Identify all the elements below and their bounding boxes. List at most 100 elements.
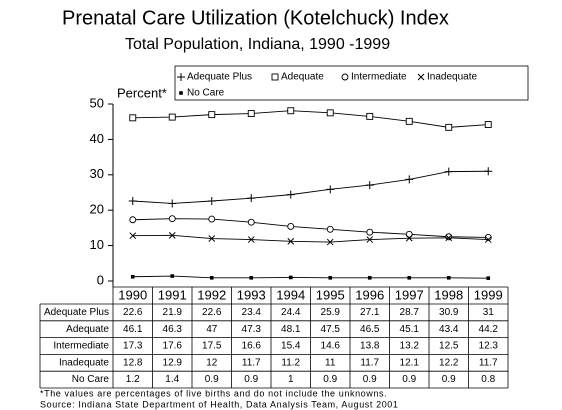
marker <box>326 109 334 117</box>
table-cell: 0.9 <box>442 374 456 385</box>
marker <box>405 175 414 184</box>
table-cell: 31 <box>483 307 495 318</box>
series-line <box>132 275 489 279</box>
x-tick-label: 1995 <box>316 287 345 302</box>
marker <box>484 236 492 243</box>
marker <box>326 185 335 194</box>
y-tick-label: 20 <box>90 202 104 217</box>
y-tick-label: 40 <box>90 131 104 146</box>
marker <box>445 233 453 241</box>
marker <box>247 218 255 226</box>
y-axis-label: Percent* <box>117 85 167 100</box>
table-cell: 11 <box>325 357 336 368</box>
x-tick-label: 1998 <box>434 287 463 302</box>
marker <box>179 91 183 95</box>
marker <box>168 215 176 223</box>
footnote: *The values are percentages of live birt… <box>40 388 387 398</box>
marker <box>407 276 412 280</box>
marker <box>129 114 137 122</box>
table-cell: 0.9 <box>244 374 258 385</box>
x-tick-label: 1997 <box>395 287 424 302</box>
marker <box>484 234 492 241</box>
y-tick-label: 30 <box>90 166 104 181</box>
table-cell: 28.7 <box>400 307 420 318</box>
marker <box>208 215 216 223</box>
marker <box>484 121 492 128</box>
table-cell: 16.6 <box>242 341 262 352</box>
table-cell: 0.9 <box>323 374 337 385</box>
marker <box>417 73 425 81</box>
marker <box>129 232 137 240</box>
marker <box>271 73 279 81</box>
row-label: Intermediate <box>53 341 109 352</box>
marker <box>170 274 175 278</box>
marker <box>328 276 333 280</box>
table-cell: 27.1 <box>360 307 380 318</box>
row-label: No Care <box>72 374 110 385</box>
table-cell: 0.9 <box>402 374 416 385</box>
marker <box>208 235 216 242</box>
x-tick-label: 1993 <box>237 287 266 302</box>
marker <box>405 230 413 238</box>
table-cell: 11.2 <box>281 357 300 368</box>
legend-label: Adequate <box>281 72 324 83</box>
table-cell: 45.1 <box>400 324 420 335</box>
marker <box>486 276 491 280</box>
y-tick-label: 10 <box>90 237 104 252</box>
series-line <box>132 234 489 243</box>
marker <box>405 234 413 242</box>
marker <box>444 167 453 176</box>
table-cell: 0.9 <box>205 374 219 385</box>
table-cell: 22.6 <box>123 307 143 318</box>
table-cell: 0.9 <box>363 374 377 385</box>
table-cell: 46.1 <box>123 324 143 335</box>
marker <box>168 231 176 239</box>
marker <box>247 194 256 203</box>
x-tick-label: 1991 <box>158 287 187 302</box>
x-tick-label: 1999 <box>474 287 503 302</box>
table-cell: 23.4 <box>242 307 262 318</box>
table-cell: 11.7 <box>360 357 379 368</box>
marker <box>366 236 374 243</box>
marker <box>405 117 413 125</box>
marker <box>446 276 451 280</box>
table-cell: 30.9 <box>439 307 459 318</box>
table-cell: 0.8 <box>481 374 495 385</box>
marker <box>209 276 214 280</box>
table-cell: 15.4 <box>281 341 301 352</box>
marker <box>287 223 295 230</box>
marker <box>287 107 295 115</box>
table-cell: 44.2 <box>479 324 499 335</box>
chart-title: Prenatal Care Utilization (Kotelchuck) I… <box>62 7 449 29</box>
table-cell: 1 <box>288 374 294 385</box>
marker <box>288 275 293 280</box>
table-cell: 12.5 <box>439 341 459 352</box>
table-cell: 17.6 <box>163 341 183 352</box>
table-cell: 1.2 <box>126 374 140 385</box>
marker <box>247 236 255 243</box>
series-line <box>132 170 489 204</box>
table-cell: 14.6 <box>321 341 341 352</box>
marker <box>247 110 255 118</box>
x-tick-label: 1990 <box>118 287 147 302</box>
marker <box>168 199 177 208</box>
marker <box>208 111 216 119</box>
marker <box>326 225 334 233</box>
table-cell: 13.8 <box>360 341 380 352</box>
marker <box>366 228 374 236</box>
table-cell: 1.4 <box>165 374 179 385</box>
row-label: Adequate Plus <box>44 307 109 318</box>
table-cell: 46.5 <box>360 324 380 335</box>
series-line <box>132 218 489 238</box>
legend-label: Adequate Plus <box>187 72 252 83</box>
table-cell: 12 <box>206 357 218 368</box>
table-cell: 12.2 <box>439 357 459 368</box>
table-cell: 12.1 <box>400 357 420 368</box>
table-cell: 48.1 <box>281 324 301 335</box>
marker <box>287 237 295 245</box>
x-tick-label: 1992 <box>197 287 226 302</box>
table-cell: 24.4 <box>281 307 301 318</box>
table-cell: 13.2 <box>400 341 420 352</box>
table-cell: 46.3 <box>163 324 183 335</box>
